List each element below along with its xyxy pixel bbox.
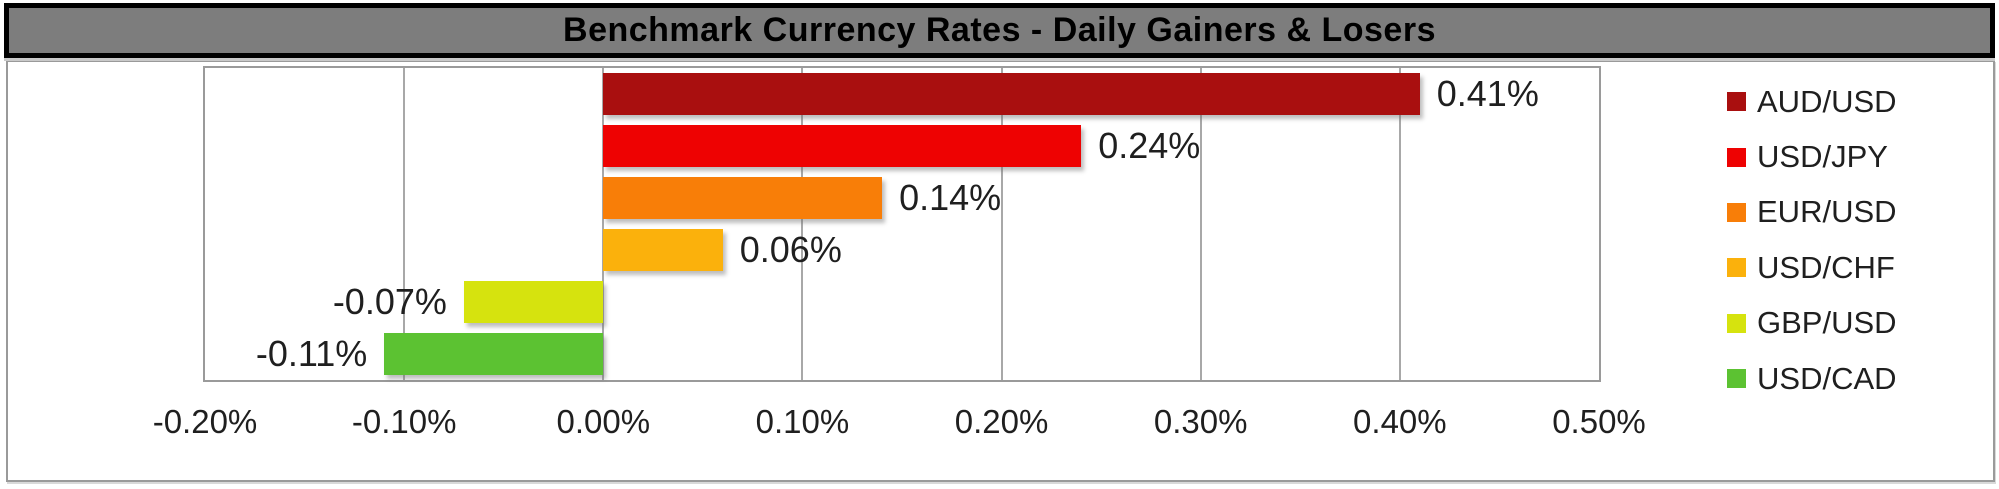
gridline	[602, 68, 605, 380]
gridline	[403, 68, 406, 380]
chart-title: Benchmark Currency Rates - Daily Gainers…	[563, 11, 1436, 49]
gridline	[1000, 68, 1003, 380]
gridline	[1398, 68, 1401, 380]
legend-swatch	[1727, 369, 1746, 389]
x-tick-label: 0.10%	[755, 403, 850, 440]
legend-swatch	[1727, 313, 1746, 333]
legend-label: AUD/USD	[1757, 83, 1897, 119]
legend-swatch	[1727, 92, 1746, 112]
legend-label: GBP/USD	[1757, 305, 1897, 341]
legend-label: USD/JPY	[1757, 139, 1888, 175]
legend-label: USD/CHF	[1757, 249, 1895, 285]
bar-gbp-usd	[463, 281, 604, 323]
bar-value-label: 0.41%	[1436, 73, 1539, 114]
x-tick-label: 0.20%	[954, 403, 1049, 440]
legend-swatch	[1727, 258, 1746, 278]
legend-item: USD/CHF	[1727, 240, 1897, 295]
x-tick-label: 0.00%	[556, 403, 651, 440]
bar-value-label: 0.14%	[899, 177, 1002, 218]
x-tick-label: 0.30%	[1153, 403, 1248, 440]
bar-eur-usd	[603, 177, 883, 219]
plot-area: 0.41% 0.24% 0.14% 0.06% -0.07% -0.11%	[203, 66, 1601, 382]
legend-label: USD/CAD	[1757, 360, 1897, 396]
legend-item: USD/CAD	[1727, 351, 1897, 406]
legend-swatch	[1727, 147, 1746, 167]
legend-item: USD/JPY	[1727, 129, 1897, 184]
x-tick-label: -0.10%	[351, 403, 457, 440]
x-tick-label: 0.50%	[1552, 403, 1646, 440]
bar-aud-usd	[603, 73, 1420, 115]
legend-item: GBP/USD	[1727, 296, 1897, 351]
legend-item: EUR/USD	[1727, 185, 1897, 240]
legend-swatch	[1727, 202, 1746, 222]
legend-label: EUR/USD	[1757, 194, 1897, 230]
bar-value-label: -0.07%	[332, 281, 447, 322]
x-tick-label: 0.40%	[1353, 403, 1447, 440]
bar-value-label: 0.06%	[739, 229, 842, 270]
bar-value-label: -0.11%	[255, 333, 368, 374]
bar-usd-cad	[384, 333, 604, 375]
bar-value-label: 0.24%	[1098, 125, 1201, 166]
x-tick-label: -0.20%	[152, 403, 258, 440]
legend: AUD/USD USD/JPY EUR/USD USD/CHF GBP/USD USD/C…	[1727, 74, 1897, 406]
chart-title-bar: Benchmark Currency Rates - Daily Gainers…	[4, 3, 1995, 58]
gridline	[801, 68, 804, 380]
gridline	[1199, 68, 1202, 380]
bar-usd-chf	[603, 229, 723, 271]
bar-usd-jpy	[603, 125, 1082, 167]
legend-item: AUD/USD	[1727, 74, 1897, 129]
